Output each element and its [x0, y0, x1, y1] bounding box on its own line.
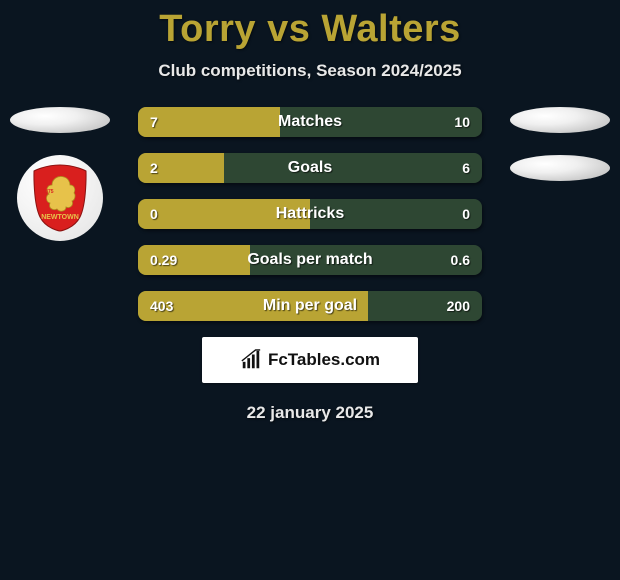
bar-row: 26Goals: [138, 153, 482, 183]
bar-row: 403200Min per goal: [138, 291, 482, 321]
chart-icon: [240, 349, 262, 371]
bar-row: 00Hattricks: [138, 199, 482, 229]
bar-label: Matches: [138, 107, 482, 137]
newtown-badge-icon: NEWTOWN 1875: [30, 163, 90, 233]
bar-label: Hattricks: [138, 199, 482, 229]
page-title: Torry vs Walters: [0, 0, 620, 51]
comparison-bars: 710Matches 26Goals 00Hattricks 0.290.6Goals…: [138, 107, 482, 321]
bar-row: 710Matches: [138, 107, 482, 137]
brand-label: FcTables.com: [268, 350, 380, 370]
bar-row: 0.290.6Goals per match: [138, 245, 482, 275]
right-club-column: [510, 107, 610, 203]
comparison-panel: NEWTOWN 1875 710Matches 26Goals 00Hattrick…: [0, 107, 620, 423]
bar-label: Goals: [138, 153, 482, 183]
brand-box: FcTables.com: [202, 337, 418, 383]
right-club-placeholder-2: [510, 155, 610, 181]
svg-text:NEWTOWN: NEWTOWN: [41, 214, 79, 221]
left-club-column: NEWTOWN 1875: [10, 107, 110, 241]
left-club-placeholder-1: [10, 107, 110, 133]
right-club-placeholder-1: [510, 107, 610, 133]
subtitle: Club competitions, Season 2024/2025: [0, 61, 620, 81]
bar-label: Min per goal: [138, 291, 482, 321]
date-stamp: 22 january 2025: [0, 403, 620, 423]
left-club-badge: NEWTOWN 1875: [17, 155, 103, 241]
svg-text:1875: 1875: [42, 189, 53, 195]
bar-label: Goals per match: [138, 245, 482, 275]
